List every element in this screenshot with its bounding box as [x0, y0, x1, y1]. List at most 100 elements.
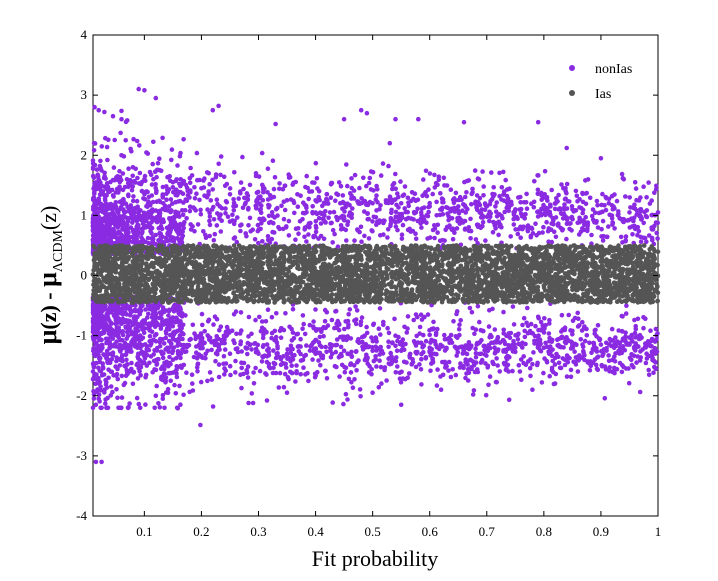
- nonIas-point: [349, 196, 354, 201]
- nonIas-point: [144, 204, 149, 209]
- nonIas-point: [207, 337, 212, 343]
- nonIas-point: [379, 348, 385, 354]
- nonIas-point: [117, 214, 123, 219]
- nonIas-point: [355, 359, 360, 365]
- nonIas-point: [128, 215, 134, 221]
- nonIas-point: [353, 349, 359, 355]
- nonIas-point: [131, 180, 137, 185]
- nonIas-point: [483, 238, 488, 243]
- nonIas-point: [627, 195, 632, 200]
- nonIas-point: [210, 404, 216, 409]
- nonIas-point: [272, 175, 278, 180]
- nonIas-point: [421, 332, 426, 338]
- nonIas-point: [92, 205, 98, 211]
- nonIas-point: [170, 357, 176, 363]
- nonIas-point: [300, 216, 305, 222]
- nonIas-point: [463, 357, 469, 362]
- nonIas-point: [231, 200, 237, 206]
- nonIas-point: [338, 223, 344, 228]
- nonIas-point: [246, 334, 251, 339]
- nonIas-point: [585, 228, 590, 234]
- nonIas-point: [411, 317, 417, 323]
- nonIas-point: [303, 352, 309, 358]
- nonIas-point: [303, 203, 309, 209]
- nonIas-point: [138, 216, 143, 222]
- nonIas-point: [490, 360, 496, 366]
- nonIas-point: [269, 330, 275, 336]
- nonIas-point: [143, 307, 148, 312]
- nonIas-point: [200, 322, 205, 328]
- nonIas-point: [508, 330, 514, 336]
- nonIas-point: [231, 312, 237, 317]
- nonIas-point: [108, 357, 113, 363]
- nonIas-point: [395, 227, 400, 233]
- nonIas-point: [356, 199, 361, 205]
- nonIas-point: [398, 348, 404, 354]
- nonIas-point: [577, 215, 582, 221]
- nonIas-point: [373, 215, 379, 220]
- nonIas-point: [383, 198, 389, 203]
- nonIas-point: [456, 204, 461, 209]
- nonIas-point: [599, 202, 604, 208]
- nonIas-point: [631, 218, 636, 224]
- nonIas-point: [260, 354, 265, 359]
- nonIas-point: [311, 319, 316, 324]
- nonIas-point: [352, 238, 357, 243]
- nonIas-point: [271, 230, 277, 235]
- nonIas-point: [117, 231, 123, 236]
- nonIas-point: [96, 396, 101, 402]
- nonIas-point: [389, 210, 394, 216]
- nonIas-point: [102, 215, 108, 221]
- nonIas-point: [588, 363, 594, 369]
- nonIas-point: [619, 369, 625, 375]
- nonIas-point: [369, 335, 374, 340]
- nonIas-point: [567, 199, 572, 204]
- nonIas-point: [465, 362, 470, 367]
- nonIas-point: [242, 195, 247, 201]
- nonIas-point: [655, 210, 661, 215]
- nonIas-point: [559, 182, 564, 187]
- nonIas-point: [99, 183, 104, 189]
- nonIas-point: [102, 170, 107, 176]
- nonIas-point: [103, 201, 109, 207]
- nonIas-point: [403, 209, 409, 215]
- nonIas-point: [409, 361, 415, 367]
- nonIas-point: [563, 186, 568, 191]
- nonIas-point: [516, 341, 521, 347]
- nonIas-point: [341, 201, 347, 206]
- nonIas-point: [145, 235, 151, 241]
- nonIas-point: [183, 182, 189, 188]
- nonIas-point: [246, 400, 251, 406]
- nonIas-point: [152, 405, 157, 411]
- nonIas-point: [432, 172, 437, 178]
- nonIas-point: [136, 351, 141, 357]
- nonIas-point: [458, 361, 463, 366]
- nonIas-point: [386, 339, 391, 345]
- nonIas-point: [564, 236, 569, 242]
- nonIas-point: [178, 230, 183, 236]
- nonIas-point: [119, 373, 125, 379]
- nonIas-point: [455, 215, 460, 221]
- nonIas-point: [393, 116, 398, 122]
- nonIas-point: [96, 107, 101, 113]
- nonIas-point: [139, 188, 145, 194]
- nonIas-point: [102, 173, 107, 179]
- nonIas-point: [371, 358, 377, 364]
- nonIas-point: [134, 342, 140, 348]
- nonIas-point: [259, 359, 265, 364]
- nonIas-point: [153, 310, 158, 316]
- nonIas-point: [104, 336, 110, 342]
- nonIas-point: [108, 384, 114, 389]
- nonIas-point: [442, 332, 447, 338]
- nonIas-point: [198, 422, 203, 428]
- nonIas-point: [172, 303, 178, 308]
- nonIas-point: [207, 181, 212, 187]
- nonIas-point: [173, 391, 179, 396]
- nonIas-point: [511, 322, 517, 327]
- nonIas-point: [527, 365, 533, 371]
- nonIas-point: [120, 332, 126, 338]
- nonIas-point: [356, 340, 362, 345]
- nonIas-point: [157, 225, 163, 230]
- nonIas-point: [174, 371, 179, 376]
- nonIas-point: [606, 196, 612, 202]
